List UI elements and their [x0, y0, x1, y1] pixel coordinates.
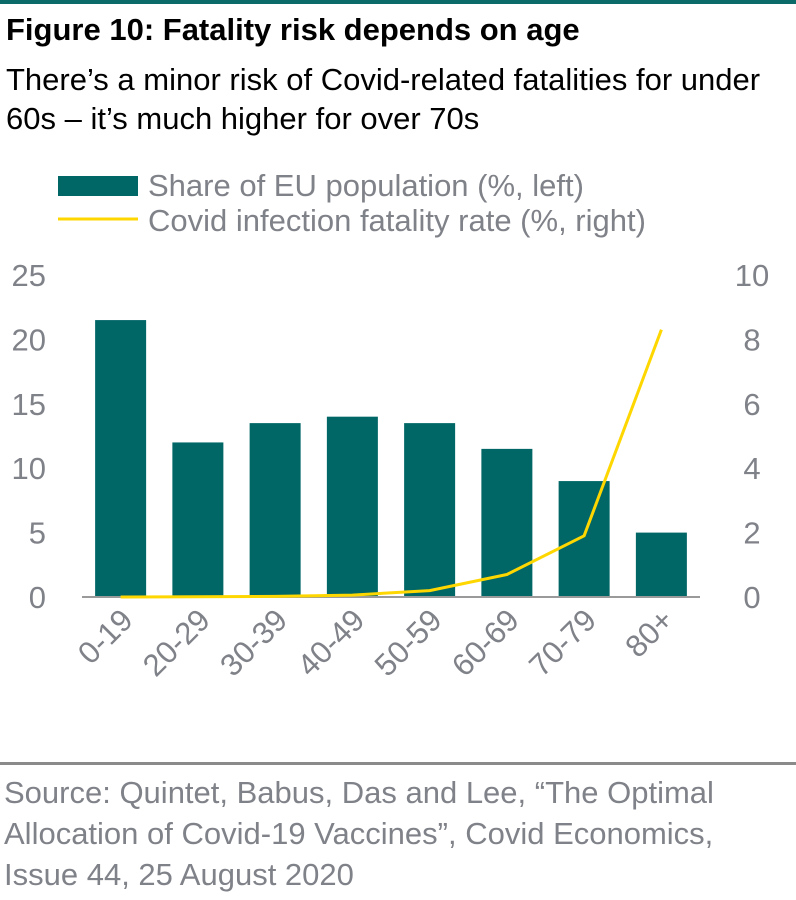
bottom-rule	[0, 762, 796, 765]
left-tick-label: 15	[12, 387, 46, 422]
line-series	[120, 329, 663, 599]
left-tick-label: 25	[12, 258, 46, 293]
right-tick-label: 8	[743, 322, 760, 357]
right-tick-label: 6	[743, 387, 760, 422]
left-tick-label: 20	[12, 322, 46, 357]
x-tick-label: 70-79	[522, 602, 603, 683]
bar	[404, 423, 456, 597]
x-tick-label: 60-69	[445, 602, 526, 683]
bar	[635, 532, 687, 597]
legend-label-bar: Share of EU population (%, left)	[148, 168, 584, 203]
right-tick-label: 10	[735, 258, 769, 293]
bar-series	[95, 320, 687, 597]
bar	[95, 320, 147, 597]
chart: Share of EU population (%, left) Covid i…	[12, 168, 770, 683]
bar	[326, 416, 378, 597]
right-tick-label: 2	[743, 516, 760, 551]
bar	[481, 448, 533, 597]
x-tick-label: 30-39	[213, 602, 294, 683]
x-tick-label: 0-19	[71, 602, 140, 671]
legend-swatch-bar	[58, 176, 138, 196]
fatality-rate-line	[120, 329, 663, 599]
right-tick-label: 4	[743, 451, 760, 486]
right-tick-label: 0	[743, 580, 760, 615]
left-axis: 0 5 10 15 20 25	[12, 258, 46, 615]
top-rule	[0, 0, 796, 4]
legend-label-line: Covid infection fatality rate (%, right)	[148, 203, 646, 238]
x-tick-label: 80+	[618, 602, 680, 664]
x-tick-label: 40-49	[291, 602, 372, 683]
left-tick-label: 5	[29, 516, 46, 551]
legend: Share of EU population (%, left) Covid i…	[58, 168, 646, 238]
right-axis: 0 2 4 6 8 10	[735, 258, 769, 615]
left-tick-label: 0	[29, 580, 46, 615]
bar	[249, 423, 301, 597]
left-tick-label: 10	[12, 451, 46, 486]
x-tick-label: 50-59	[368, 602, 449, 683]
chart-title: Figure 10: Fatality risk depends on age	[6, 12, 580, 47]
x-tick-label: 20-29	[136, 602, 217, 683]
bar	[172, 442, 224, 597]
chart-subtitle: There’s a minor risk of Covid-related fa…	[6, 62, 761, 136]
bar	[558, 481, 610, 597]
source-note: Source: Quintet, Babus, Das and Lee, “Th…	[4, 775, 714, 892]
